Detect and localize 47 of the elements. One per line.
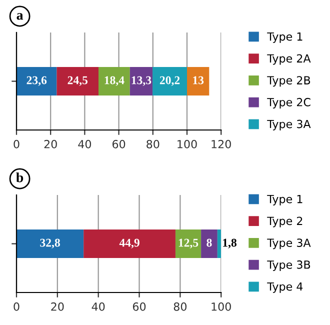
legend-label: Type 4 bbox=[267, 282, 303, 293]
x-tick-label: 60 bbox=[112, 140, 126, 148]
text: b bbox=[16, 172, 24, 182]
text: Type 3A bbox=[267, 238, 311, 250]
x-tick-label: 20 bbox=[51, 302, 64, 311]
legend-label: Type 3B bbox=[267, 260, 310, 271]
legend-label: Type 3A bbox=[267, 120, 311, 130]
text: Type 1 bbox=[267, 194, 302, 206]
bar bbox=[16, 230, 84, 258]
data-label: 23,6 bbox=[26, 76, 47, 86]
x-tick-label: 20 bbox=[44, 140, 57, 148]
bar bbox=[84, 230, 176, 258]
bar bbox=[201, 230, 218, 258]
x-tick-label: 100 bbox=[212, 302, 231, 311]
x-tick-label: 40 bbox=[92, 302, 105, 311]
bar bbox=[56, 67, 99, 96]
x-tick-label: 40 bbox=[78, 140, 92, 148]
x-tick-label: 60 bbox=[132, 302, 146, 311]
x-tick-label: 80 bbox=[146, 140, 160, 148]
data-label: 13,3 bbox=[132, 76, 152, 86]
data-label: 1,8 bbox=[223, 238, 236, 248]
text: Type 2 bbox=[267, 216, 302, 228]
bar bbox=[217, 230, 222, 258]
bar bbox=[152, 67, 187, 96]
legend-label: Type 2C bbox=[267, 98, 310, 108]
x-tick-label: 80 bbox=[174, 302, 187, 311]
bar bbox=[187, 67, 210, 96]
legend-label: Type 1 bbox=[267, 32, 302, 43]
data-label: 32,8 bbox=[40, 238, 60, 248]
legend-label: Type 2A bbox=[267, 54, 311, 65]
x-tick-label: 0 bbox=[14, 140, 20, 148]
bar bbox=[16, 67, 57, 96]
x-tick-label: 120 bbox=[212, 140, 231, 148]
x-tick-label: 100 bbox=[178, 140, 197, 148]
bar bbox=[175, 230, 202, 258]
data-label: 24,5 bbox=[68, 76, 88, 86]
data-label: 13 bbox=[193, 76, 204, 84]
data-label: 20,2 bbox=[160, 76, 180, 86]
legend-label: Type 2B bbox=[267, 76, 310, 87]
data-label: 18,4 bbox=[104, 76, 124, 86]
x-tick-label: 0 bbox=[14, 302, 20, 311]
data-label: 12,5 bbox=[178, 238, 198, 248]
data-label: 8 bbox=[206, 238, 212, 247]
text: a bbox=[16, 13, 24, 20]
data-label: 44,9 bbox=[119, 238, 140, 248]
bar bbox=[98, 67, 130, 96]
bar bbox=[130, 67, 153, 96]
